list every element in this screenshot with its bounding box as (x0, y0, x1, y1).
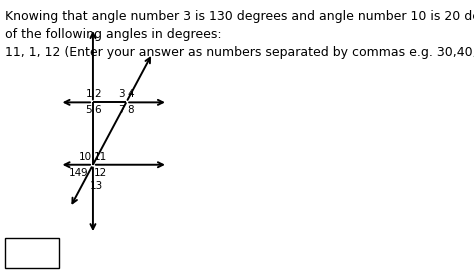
Text: 1: 1 (85, 89, 92, 99)
Text: 4: 4 (128, 89, 134, 99)
Text: 9: 9 (81, 168, 87, 178)
Text: 5: 5 (85, 105, 92, 115)
Text: 8: 8 (128, 105, 134, 115)
Text: 2: 2 (94, 89, 100, 99)
Text: 13: 13 (90, 181, 103, 191)
Text: 11: 11 (94, 152, 108, 162)
Bar (5, 238, 59, 268)
Text: 3: 3 (118, 89, 125, 99)
Text: 7: 7 (118, 105, 125, 115)
Text: 10: 10 (79, 152, 91, 162)
Text: 6: 6 (94, 105, 100, 115)
Text: 14: 14 (69, 168, 82, 178)
Text: 12: 12 (94, 168, 108, 178)
Text: Knowing that angle number 3 is 130 degrees and angle number 10 is 20 degrees, de: Knowing that angle number 3 is 130 degre… (5, 10, 474, 59)
